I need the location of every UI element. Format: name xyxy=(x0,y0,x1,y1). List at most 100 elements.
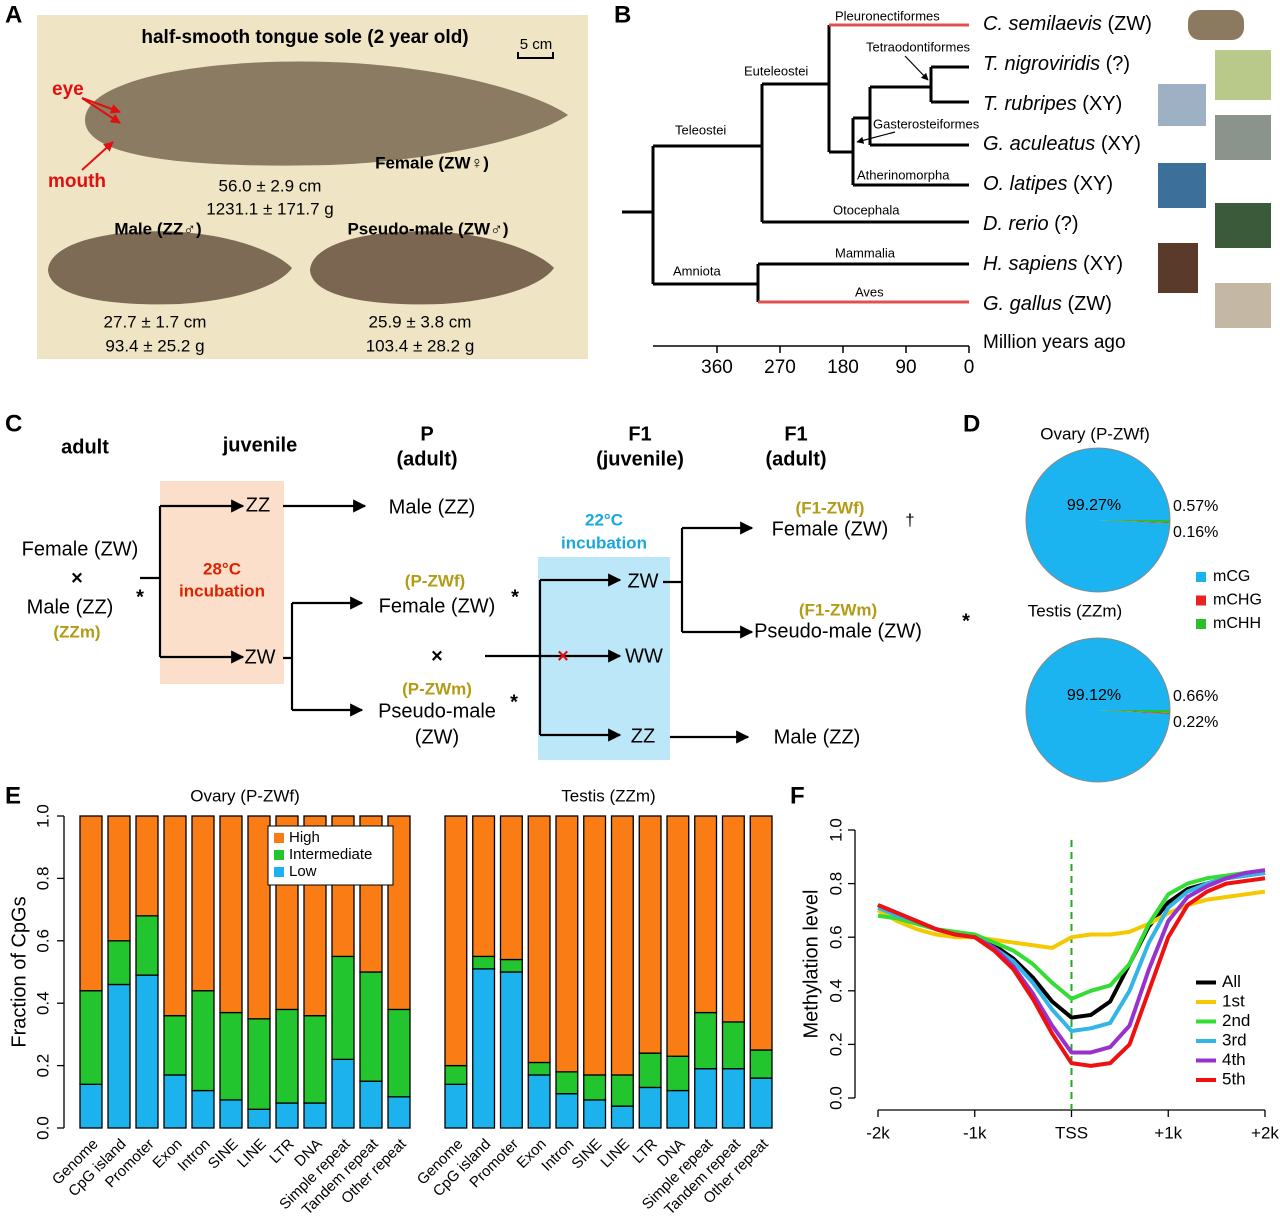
bar xyxy=(444,1083,468,1129)
chart-title: Ovary (P-ZWf) xyxy=(190,786,300,805)
y-tick-label: 0.0 xyxy=(33,1116,52,1140)
mouth-arrow xyxy=(81,141,114,171)
genotype: ZW xyxy=(627,570,658,592)
species-name: G. aculeatus xyxy=(983,133,1095,155)
mark: * xyxy=(510,691,518,713)
bar xyxy=(694,1068,718,1129)
bar xyxy=(527,815,551,1064)
y-axis-label: Methylation level xyxy=(800,890,822,1039)
genotype: ZZ xyxy=(246,494,270,516)
eye-arrow xyxy=(81,97,121,124)
species-label: G. gallus (ZW) xyxy=(983,293,1112,315)
pie-slice xyxy=(1026,638,1170,783)
y-tick-label: 0.8 xyxy=(826,872,845,896)
mark: * xyxy=(962,610,970,632)
bar xyxy=(472,955,496,970)
legend-swatch xyxy=(274,833,284,843)
cross: × xyxy=(431,645,443,667)
bar xyxy=(191,1089,215,1129)
x-tick-label: -2k xyxy=(866,1123,890,1142)
bar xyxy=(387,1008,411,1098)
title: half-smooth tongue sole (2 year old) xyxy=(141,27,468,48)
eye-label: eye xyxy=(52,79,84,100)
chart-title: Testis (ZZm) xyxy=(561,786,655,805)
sample-id: (F1-ZWf) xyxy=(796,498,865,517)
legend-swatch xyxy=(274,850,284,860)
adult: Male (ZZ) xyxy=(389,496,476,518)
bar xyxy=(749,815,773,1051)
legend-swatch xyxy=(1196,619,1206,629)
bar xyxy=(694,815,718,1014)
value-label: 0.16% xyxy=(1173,524,1218,541)
species-label: H. sapiens (XY) xyxy=(983,253,1123,275)
fish-weight: 1231.1 ± 171.7 g xyxy=(206,199,334,218)
y-tick-label: 0.6 xyxy=(826,925,845,949)
pie-slice xyxy=(1026,448,1170,593)
bar xyxy=(499,815,523,961)
photo xyxy=(1215,115,1271,160)
x-tick-label: -1k xyxy=(963,1123,987,1142)
bar xyxy=(721,1068,745,1129)
bar xyxy=(583,1099,607,1129)
bar xyxy=(79,815,103,992)
species-label: D. rerio (?) xyxy=(983,213,1079,235)
fish-label: Pseudo-male (ZW♂) xyxy=(347,219,508,238)
bar xyxy=(247,1108,271,1129)
pie-slice xyxy=(1098,710,1170,714)
legend-label: All xyxy=(1222,972,1241,991)
clade-label: Atherinomorpha xyxy=(857,167,950,182)
incubation: incubation xyxy=(179,581,265,600)
bar xyxy=(499,958,523,973)
photo xyxy=(1215,203,1271,248)
bar xyxy=(275,1102,299,1129)
bar xyxy=(191,990,215,1092)
legend-box xyxy=(267,825,394,886)
pie-title: Testis (ZZm) xyxy=(1028,601,1122,620)
header: adult xyxy=(61,436,109,458)
fish-weight: 93.4 ± 25.2 g xyxy=(105,336,204,355)
panel-c: adult juvenile P (adult) F1 (juvenile) F… xyxy=(22,423,970,760)
mark: † xyxy=(905,510,914,529)
temperature: 28°C xyxy=(203,559,241,578)
mark: * xyxy=(136,586,144,608)
photo xyxy=(1158,243,1198,293)
sample-id: (ZZm) xyxy=(53,622,100,641)
incubation-box xyxy=(538,557,670,760)
panel-label: A xyxy=(5,1,22,28)
clade-label: Mammalia xyxy=(835,245,896,260)
fish-length: 56.0 ± 2.9 cm xyxy=(219,176,322,195)
legend-swatch xyxy=(1196,572,1206,582)
blocked: × xyxy=(557,645,569,667)
bar xyxy=(387,1096,411,1129)
x-tick-label: +1k xyxy=(1154,1123,1182,1142)
panel-label: E xyxy=(5,782,21,809)
incubation: incubation xyxy=(561,533,647,552)
bar xyxy=(247,815,271,1020)
clade-label: Tetraodontiformes xyxy=(866,39,971,54)
header: (adult) xyxy=(396,448,457,470)
bar xyxy=(610,1074,634,1107)
sex-system: (?) xyxy=(1049,213,1079,235)
panel-a: half-smooth tongue sole (2 year old) 5 c… xyxy=(37,15,588,359)
clade-label: Pleuronectiformes xyxy=(835,8,940,23)
y-tick-label: 1.0 xyxy=(33,804,52,828)
legend-label: 5th xyxy=(1222,1069,1246,1088)
adult: (ZW) xyxy=(415,726,459,748)
bar xyxy=(527,1074,551,1129)
sex-system: (XY) xyxy=(1067,173,1113,195)
bar xyxy=(666,815,690,1057)
y-tick-label: 0.4 xyxy=(826,979,845,1003)
parent: Male (ZZ) xyxy=(27,596,114,618)
axis-tick-label: 90 xyxy=(895,357,916,378)
bar xyxy=(163,1015,187,1076)
bar xyxy=(638,1086,662,1129)
fish-weight: 103.4 ± 28.2 g xyxy=(366,336,475,355)
species-label: O. latipes (XY) xyxy=(983,173,1113,195)
bar xyxy=(610,1105,634,1129)
y-tick-label: 1.0 xyxy=(826,818,845,842)
value-label: 0.57% xyxy=(1173,498,1218,515)
bar xyxy=(135,915,159,976)
legend-label: Intermediate xyxy=(289,846,372,863)
legend-label: High xyxy=(289,829,320,846)
scale-bar xyxy=(517,52,554,59)
